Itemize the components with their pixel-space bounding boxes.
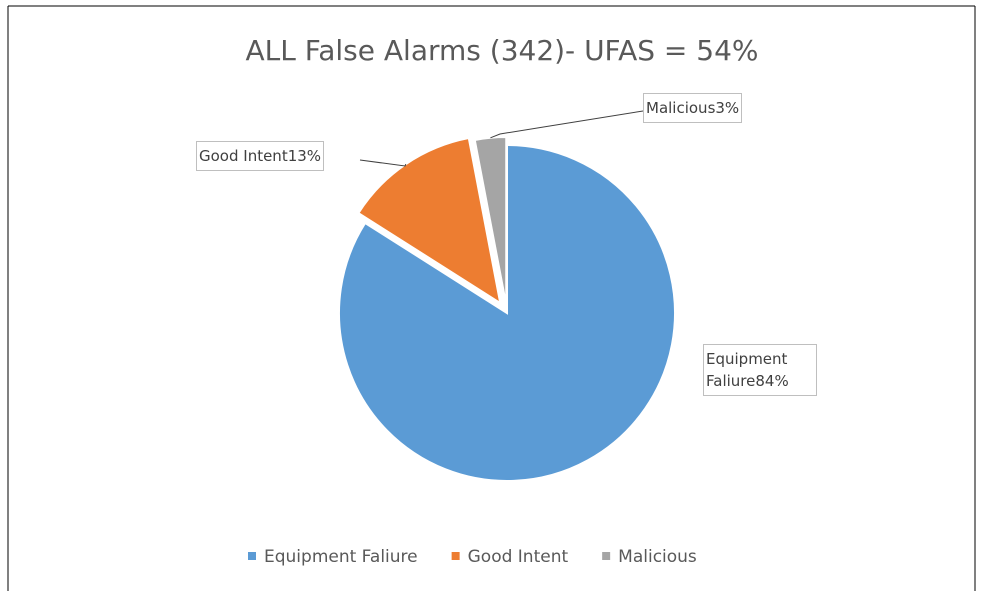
data-label-value: 84% [755,372,789,390]
legend-marker [451,552,460,560]
chart-title: ALL False Alarms (342)- UFAS = 54% [245,34,758,67]
legend-label: Malicious [618,547,697,567]
legend-label: Good Intent [468,547,569,567]
data-label: Malicious3% [643,93,743,123]
pie-slice [473,136,508,306]
legend-marker [248,552,256,560]
data-label-value: 13% [287,147,322,165]
legend-label: Equipment Faliure [264,547,418,567]
data-label: Good Intent13% [196,141,325,171]
leader-line [359,159,407,167]
leader-line [490,110,644,139]
data-label-category: Malicious [646,99,716,117]
legend-marker [602,552,611,560]
data-label-category: Good Intent [199,147,288,165]
data-label-value: 3% [715,99,740,117]
pie-slice [338,143,676,482]
data-label: Equipment Faliure84% [703,344,817,396]
data-label-category: Equipment Faliure [706,350,788,390]
